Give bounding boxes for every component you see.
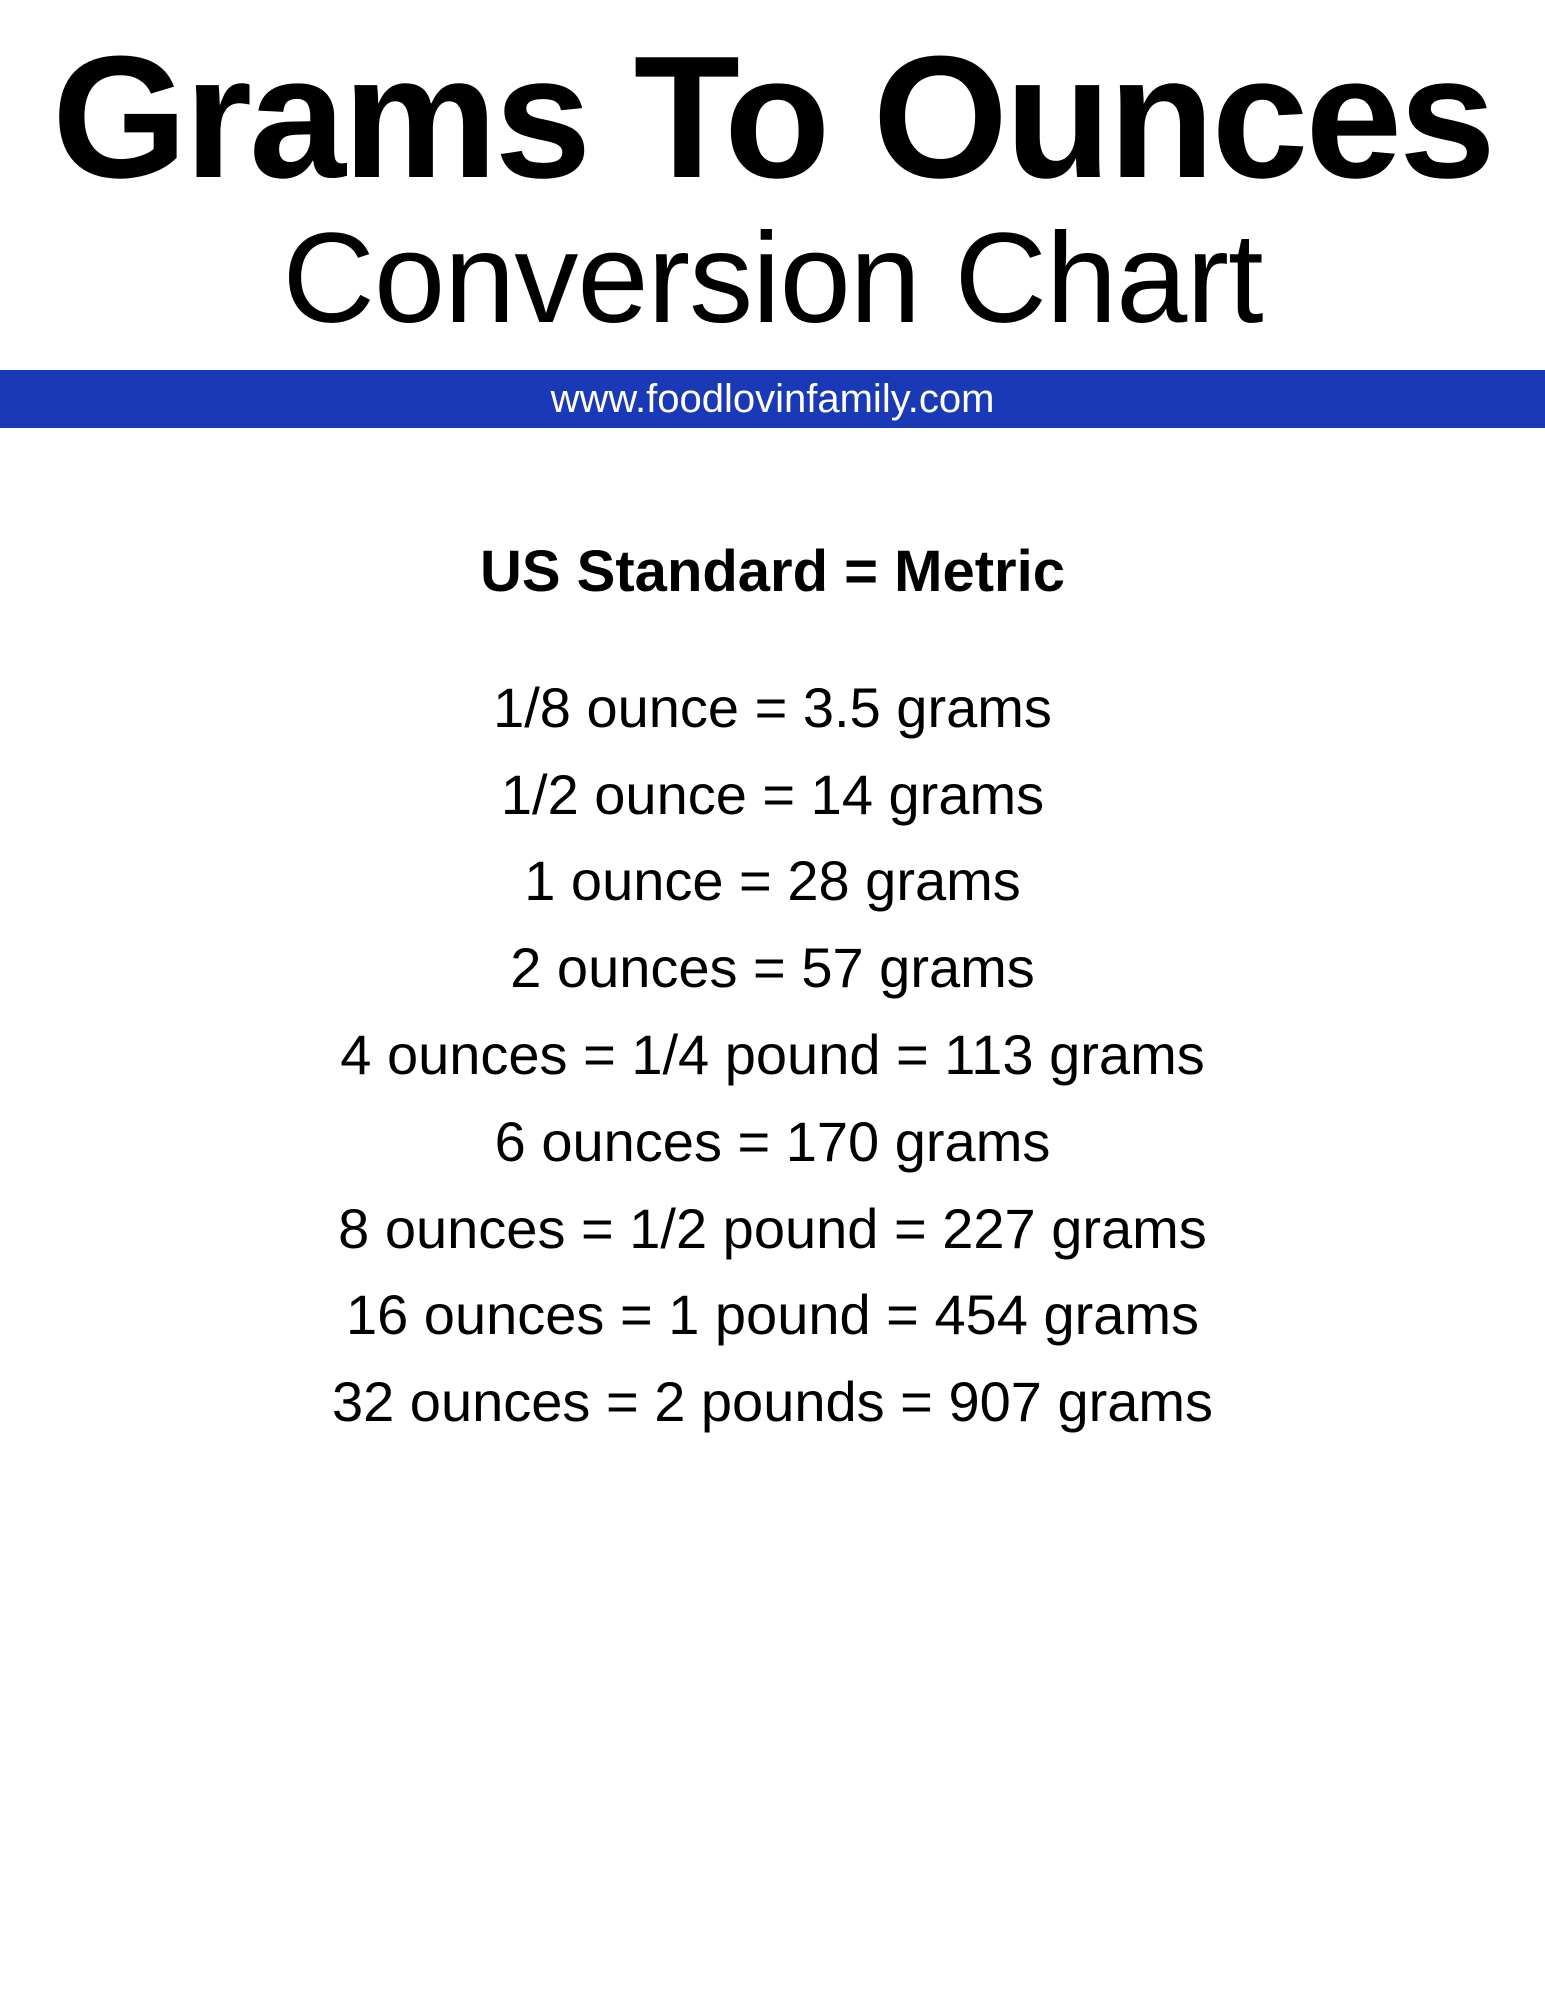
conversion-row: 4 ounces = 1/4 pound = 113 grams xyxy=(0,1012,1545,1099)
url-bar: www.foodlovinfamily.com xyxy=(0,370,1545,428)
conversion-row: 6 ounces = 170 grams xyxy=(0,1099,1545,1186)
conversion-row: 1 ounce = 28 grams xyxy=(0,838,1545,925)
title-main: Grams To Ounces xyxy=(0,0,1545,204)
conversion-row: 32 ounces = 2 pounds = 907 grams xyxy=(0,1359,1545,1446)
conversion-list: 1/8 ounce = 3.5 grams 1/2 ounce = 14 gra… xyxy=(0,665,1545,1446)
subheading: US Standard = Metric xyxy=(0,538,1545,605)
conversion-row: 1/8 ounce = 3.5 grams xyxy=(0,665,1545,752)
conversion-row: 8 ounces = 1/2 pound = 227 grams xyxy=(0,1186,1545,1273)
title-sub: Conversion Chart xyxy=(0,209,1545,350)
conversion-row: 1/2 ounce = 14 grams xyxy=(0,752,1545,839)
conversion-row: 2 ounces = 57 grams xyxy=(0,925,1545,1012)
conversion-row: 16 ounces = 1 pound = 454 grams xyxy=(0,1272,1545,1359)
